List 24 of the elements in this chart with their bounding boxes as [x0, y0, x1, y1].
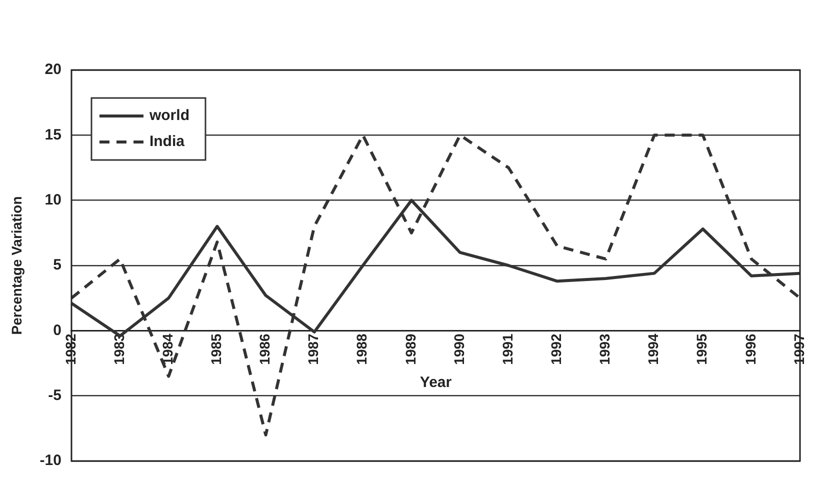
- x-tick-label: 1985: [208, 333, 224, 365]
- x-tick-label: 1984: [159, 333, 176, 365]
- x-tick-label: 1996: [742, 333, 758, 365]
- x-tick-label: 1993: [596, 333, 613, 365]
- x-axis-title: Year: [420, 374, 452, 391]
- legend-label: India: [149, 133, 186, 150]
- x-tick-label: 1989: [402, 333, 418, 365]
- y-tick-label: 10: [44, 191, 62, 208]
- y-tick-label: 20: [44, 61, 62, 78]
- y-tick-label: 0: [53, 322, 62, 339]
- y-tick-label: -10: [40, 452, 62, 470]
- y-tick-label: 15: [44, 126, 62, 144]
- x-tick-label: 1988: [354, 333, 370, 365]
- x-tick-label: 1991: [499, 333, 516, 365]
- y-axis-title: Percentage Variation: [8, 196, 24, 335]
- x-tick-label: 1992: [548, 333, 564, 365]
- x-tick-label: 1995: [694, 333, 710, 365]
- legend-label: world: [148, 107, 190, 124]
- y-tick-label: 5: [53, 256, 62, 274]
- x-tick-label: 1987: [305, 333, 322, 365]
- x-tick-label: 1986: [256, 333, 273, 365]
- x-tick-label: 1990: [450, 333, 467, 365]
- y-tick-label: -5: [48, 386, 62, 404]
- x-tick-label: 1994: [645, 333, 662, 365]
